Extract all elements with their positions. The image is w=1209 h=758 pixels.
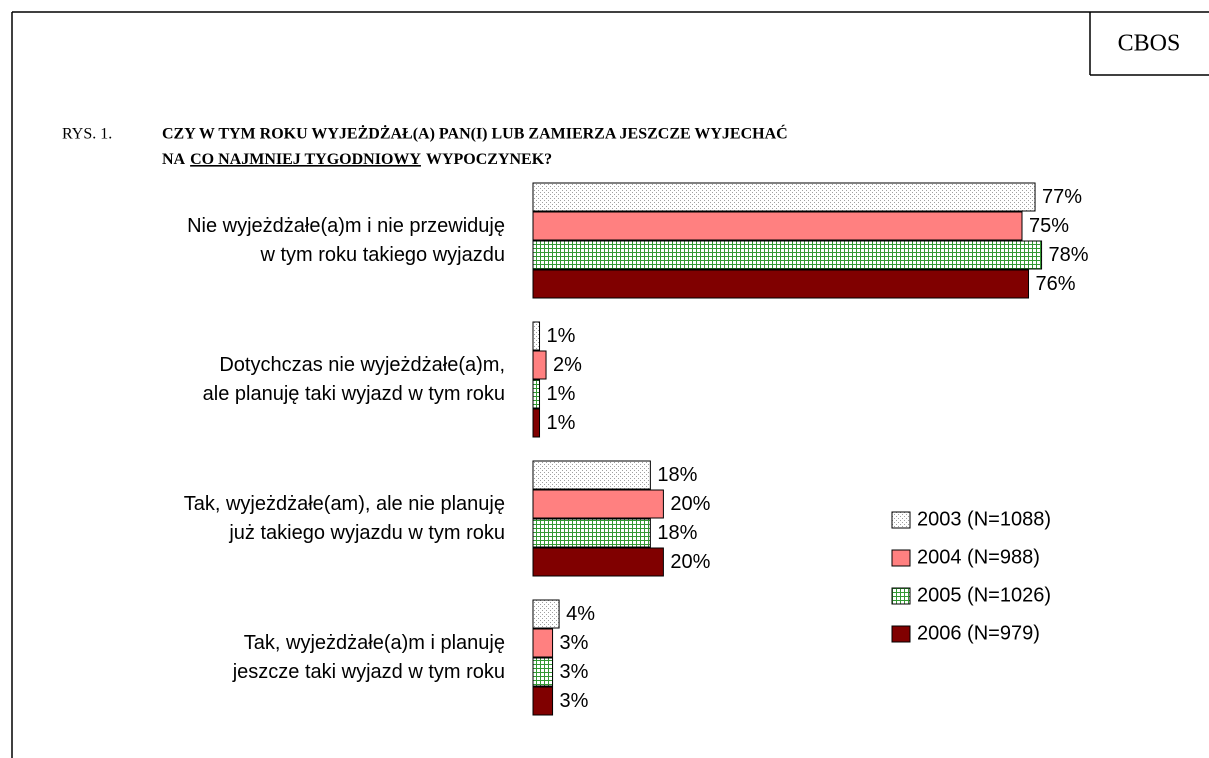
brand: CBOS	[1118, 31, 1181, 57]
value-label: 78%	[1049, 244, 1089, 266]
bar	[532, 379, 541, 409]
chart-title-part: WYPOCZYNEK?	[426, 151, 552, 168]
value-label: 18%	[657, 464, 697, 486]
legend-swatch	[891, 587, 911, 605]
chart-title-part: CO NAJMNIEJ TYGODNIOWY	[190, 151, 421, 168]
bar	[532, 350, 547, 380]
category-label: ale planuję taki wyjazd w tym roku	[203, 383, 505, 405]
legend-swatch	[891, 625, 911, 643]
bar	[532, 240, 1043, 270]
category-label: jeszcze taki wyjazd w tym roku	[232, 661, 505, 683]
category-label: Tak, wyjeżdżałe(am), ale nie planuję	[184, 493, 505, 515]
bar	[532, 321, 541, 351]
category-label: Nie wyjeżdżałe(a)m i nie przewiduję	[187, 215, 505, 237]
bar	[532, 460, 651, 490]
legend-label: 2004 (N=988)	[917, 546, 1040, 568]
legend-label: 2006 (N=979)	[917, 622, 1040, 644]
chart-title-part: NA	[162, 151, 186, 168]
legend-swatch	[891, 549, 911, 567]
bar	[532, 182, 1036, 212]
figure-label: RYS. 1.	[62, 126, 112, 143]
bar	[532, 599, 560, 629]
bar	[532, 489, 664, 519]
value-label: 75%	[1029, 215, 1069, 237]
bar	[532, 408, 541, 438]
value-label: 2%	[553, 354, 582, 376]
value-label: 18%	[657, 522, 697, 544]
bar	[532, 657, 554, 687]
bar	[532, 686, 554, 716]
value-label: 1%	[547, 325, 576, 347]
bar	[532, 547, 664, 577]
bar	[532, 269, 1030, 299]
bar	[532, 518, 651, 548]
value-label: 20%	[670, 551, 710, 573]
category-label: Tak, wyjeżdżałe(a)m i planuję	[244, 632, 505, 654]
bar	[532, 211, 1023, 241]
value-label: 77%	[1042, 186, 1082, 208]
value-label: 3%	[560, 690, 589, 712]
value-label: 3%	[560, 632, 589, 654]
category-label: Dotychczas nie wyjeżdżałe(a)m,	[219, 354, 505, 376]
value-label: 4%	[566, 603, 595, 625]
value-label: 1%	[547, 383, 576, 405]
chart-title: CZY W TYM ROKU WYJEŻDŻAŁ(A) PAN(I) LUB Z…	[162, 124, 788, 143]
value-label: 20%	[670, 493, 710, 515]
category-label: już takiego wyjazdu w tym roku	[228, 522, 505, 544]
value-label: 1%	[547, 412, 576, 434]
legend-swatch	[891, 511, 911, 529]
legend-label: 2005 (N=1026)	[917, 584, 1051, 606]
category-label: w tym roku takiego wyjazdu	[259, 244, 505, 266]
chart-title: NA CO NAJMNIEJ TYGODNIOWY WYPOCZYNEK?	[162, 151, 552, 168]
bar	[532, 628, 554, 658]
value-label: 3%	[560, 661, 589, 683]
value-label: 76%	[1036, 273, 1076, 295]
legend-label: 2003 (N=1088)	[917, 508, 1051, 530]
